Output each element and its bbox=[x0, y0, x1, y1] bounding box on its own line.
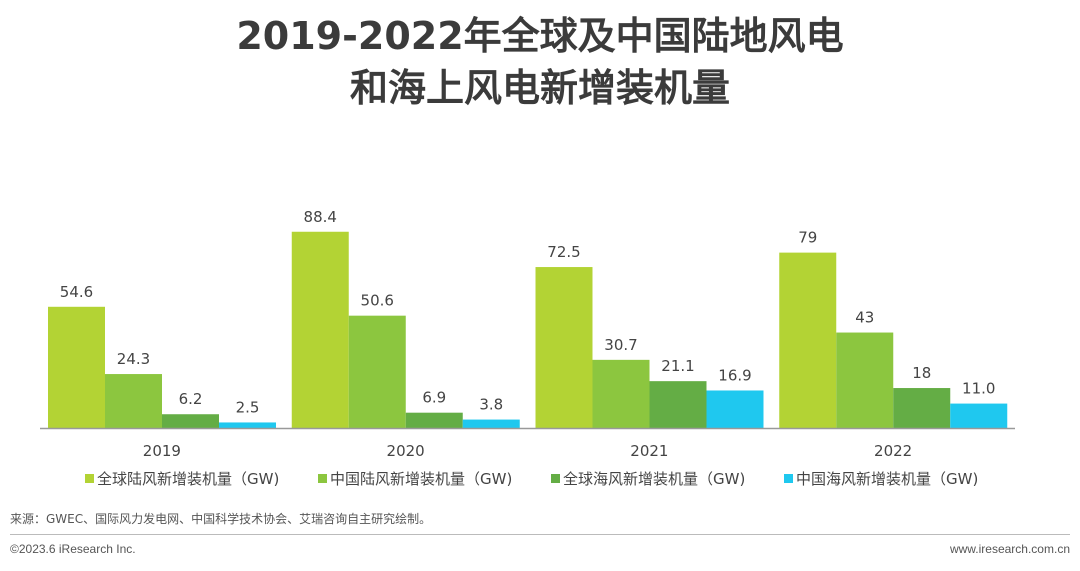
legend-item: 全球海风新增装机量（GW) bbox=[551, 468, 745, 489]
legend-label: 中国陆风新增装机量（GW) bbox=[330, 470, 513, 488]
legend-item: 中国陆风新增装机量（GW) bbox=[318, 468, 512, 489]
data-label: 11.0 bbox=[962, 380, 995, 398]
bar-2021-series-3 bbox=[706, 390, 764, 428]
bar-2021-series-2 bbox=[649, 381, 707, 428]
data-label: 72.5 bbox=[547, 243, 580, 261]
data-label: 88.4 bbox=[304, 208, 337, 226]
data-label: 3.8 bbox=[479, 396, 503, 414]
x-tick-label: 2019 bbox=[143, 442, 181, 460]
data-label: 18 bbox=[912, 364, 931, 382]
x-tick-label: 2020 bbox=[387, 442, 425, 460]
bar-2020-series-3 bbox=[462, 419, 520, 428]
website-url: www.iresearch.com.cn bbox=[949, 542, 1070, 556]
data-label: 54.6 bbox=[60, 283, 93, 301]
data-label: 50.6 bbox=[361, 292, 394, 310]
footer-divider bbox=[10, 534, 1070, 535]
bar-2020-series-0 bbox=[291, 231, 349, 428]
legend-swatch bbox=[85, 474, 94, 483]
bar-2019-series-1 bbox=[105, 374, 162, 428]
legend-item: 中国海风新增装机量（GW) bbox=[784, 468, 978, 489]
data-label: 6.2 bbox=[179, 390, 203, 408]
legend-swatch bbox=[551, 474, 560, 483]
bar-chart: 54.6 24.3 6.2 2.5 2019 88.4 50.6 6.9 3.8 2020 72.5… bbox=[40, 208, 1015, 460]
legend-label: 全球陆风新增装机量（GW) bbox=[97, 470, 280, 488]
legend-item: 全球陆风新增装机量（GW) bbox=[85, 468, 279, 489]
bar-2020-series-2 bbox=[405, 412, 463, 428]
bar-2022-series-3 bbox=[950, 403, 1008, 428]
data-label: 43 bbox=[855, 309, 874, 327]
x-tick-label: 2021 bbox=[630, 442, 668, 460]
bar-2019-series-2 bbox=[162, 414, 219, 428]
bar-2021-series-1 bbox=[592, 359, 650, 428]
bar-2020-series-1 bbox=[348, 315, 406, 428]
bar-2022-series-2 bbox=[893, 388, 951, 428]
copyright-text: ©2023.6 iResearch Inc. bbox=[10, 542, 136, 556]
data-label: 2.5 bbox=[236, 398, 260, 416]
legend-label: 中国海风新增装机量（GW) bbox=[796, 470, 979, 488]
bar-2019-series-0 bbox=[48, 306, 105, 428]
data-label: 24.3 bbox=[117, 350, 150, 368]
legend-swatch bbox=[318, 474, 327, 483]
data-label: 79 bbox=[798, 229, 817, 247]
data-label: 30.7 bbox=[604, 336, 637, 354]
bar-2019-series-3 bbox=[219, 422, 276, 428]
bar-2022-series-1 bbox=[836, 332, 894, 428]
chart-legend: 全球陆风新增装机量（GW) 中国陆风新增装机量（GW) 全球海风新增装机量（GW) 中… bbox=[0, 468, 1080, 490]
data-label: 6.9 bbox=[422, 389, 446, 407]
legend-swatch bbox=[784, 474, 793, 483]
chart-title-line1: 2019-2022年全球及中国陆地风电 bbox=[236, 14, 844, 58]
bar-2021-series-0 bbox=[535, 267, 593, 428]
data-label: 16.9 bbox=[718, 366, 751, 384]
source-note: 来源：GWEC、国际风力发电网、中国科学技术协会、艾瑞咨询自主研究绘制。 bbox=[10, 512, 432, 526]
bar-2022-series-0 bbox=[779, 252, 837, 428]
chart-title-line2: 和海上风电新增装机量 bbox=[349, 66, 730, 110]
legend-label: 全球海风新增装机量（GW) bbox=[563, 470, 746, 488]
x-tick-label: 2022 bbox=[874, 442, 912, 460]
data-label: 21.1 bbox=[661, 357, 694, 375]
